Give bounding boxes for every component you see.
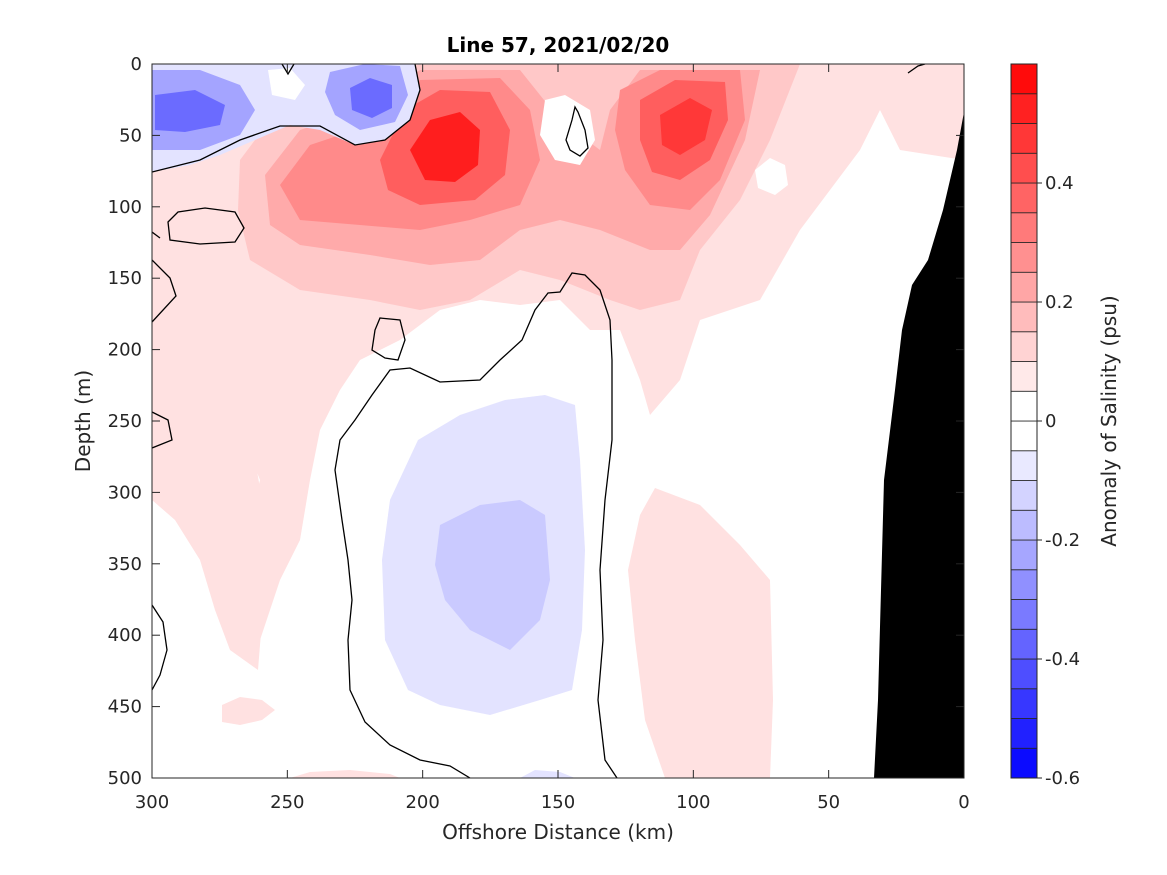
colorbar-ticks: -0.6 -0.4 -0.2 0 0.2 0.4 <box>1037 173 1080 789</box>
y-axis: 0 50 100 150 200 250 300 350 400 450 500 <box>108 54 964 789</box>
y-tick-label: 50 <box>119 125 142 146</box>
neutral-surface-patch <box>268 68 305 100</box>
x-tick-label: 200 <box>405 792 439 813</box>
x-tick-label: 100 <box>676 792 710 813</box>
x-tick-label: 50 <box>817 792 840 813</box>
zero-contour-loop-2 <box>565 105 589 157</box>
y-tick-label: 150 <box>108 268 142 289</box>
colorbar-segment <box>1010 123 1038 154</box>
positive-anomaly-region-deep-west <box>152 295 265 670</box>
colorbar-segment <box>1010 718 1038 749</box>
negative-anomaly-core-deep <box>435 500 550 650</box>
colorbar-segment <box>1010 658 1038 690</box>
x-axis-label: Offshore Distance (km) <box>442 820 674 844</box>
colorbar-label: Anomaly of Salinity (psu) <box>1097 295 1121 546</box>
zero-contour-surface <box>152 64 421 173</box>
colorbar <box>1010 63 1038 779</box>
colorbar-segment <box>1010 539 1038 571</box>
zero-contour-surface-notch <box>281 64 295 76</box>
positive-anomaly-region-deep-east <box>628 488 773 778</box>
y-tick-label: 400 <box>108 625 142 646</box>
zero-contour-edge-3 <box>152 411 173 449</box>
x-tick-label: 300 <box>135 792 169 813</box>
plot-area <box>152 64 964 778</box>
negative-anomaly-core-mid-l3 <box>350 78 392 118</box>
colorbar-segment <box>1010 747 1038 779</box>
colorbar-segment <box>1010 331 1038 362</box>
positive-anomaly-region-bottom <box>290 770 400 778</box>
negative-anomaly-core-west-l3 <box>155 90 225 132</box>
x-axis: 300 250 200 150 100 50 0 <box>135 64 970 813</box>
zero-contour-nearshore <box>907 64 926 74</box>
neutral-patch-2 <box>755 158 788 195</box>
zero-contour-edge-4 <box>152 604 168 691</box>
colorbar-tick-label: 0.4 <box>1045 173 1074 194</box>
y-tick-label: 450 <box>108 697 142 718</box>
colorbar-segment <box>1010 93 1038 124</box>
colorbar-segment <box>1010 182 1038 214</box>
y-tick-label: 0 <box>131 54 142 75</box>
y-tick-label: 100 <box>108 197 142 218</box>
bathymetry <box>874 112 964 778</box>
colorbar-tick-label: -0.4 <box>1045 649 1080 670</box>
colorbar-segment <box>1010 599 1038 630</box>
colorbar-segment <box>1010 509 1038 541</box>
colorbar-tick-label: -0.6 <box>1045 768 1080 789</box>
zero-contour-edge-1 <box>152 231 161 239</box>
neutral-patch-1 <box>540 95 595 165</box>
colorbar-tick-label: 0 <box>1045 411 1056 432</box>
colorbar-segment <box>1010 271 1038 303</box>
y-tick-label: 350 <box>108 554 142 575</box>
y-tick-label: 250 <box>108 411 142 432</box>
zero-contour-tongue <box>334 272 618 778</box>
colorbar-tick-label: 0.2 <box>1045 292 1074 313</box>
positive-anomaly-region-small <box>222 697 275 725</box>
zero-contour-loop-1 <box>167 207 245 245</box>
colorbar-segment <box>1010 63 1038 95</box>
colorbar-segment <box>1010 361 1038 392</box>
colorbar-segment <box>1010 301 1038 333</box>
colorbar-segment <box>1010 569 1038 600</box>
negative-anomaly-region-bottom <box>520 770 575 778</box>
zero-contour-loop-3 <box>371 317 406 361</box>
colorbar-segment <box>1010 420 1038 452</box>
positive-anomaly-core-east-l5 <box>660 98 712 155</box>
colorbar-segment <box>1010 212 1038 243</box>
colorbar-segment <box>1010 242 1038 273</box>
colorbar-segment <box>1010 152 1038 184</box>
colorbar-segment <box>1010 628 1038 660</box>
zero-contour-edge-2 <box>152 259 177 323</box>
colorbar-segment <box>1010 688 1038 719</box>
x-tick-label: 250 <box>270 792 304 813</box>
y-tick-label: 500 <box>108 768 142 789</box>
chart-title: Line 57, 2021/02/20 <box>447 33 670 57</box>
y-tick-label: 300 <box>108 482 142 503</box>
positive-anomaly-core-west-l5 <box>410 112 480 182</box>
y-tick-label: 200 <box>108 340 142 361</box>
colorbar-segment <box>1010 480 1038 511</box>
colorbar-segment <box>1010 450 1038 481</box>
colorbar-tick-label: -0.2 <box>1045 530 1080 551</box>
x-tick-label: 150 <box>541 792 575 813</box>
x-tick-label: 0 <box>958 792 969 813</box>
colorbar-segment <box>1010 390 1038 422</box>
y-axis-label: Depth (m) <box>71 370 95 472</box>
zero-contours <box>152 64 926 778</box>
